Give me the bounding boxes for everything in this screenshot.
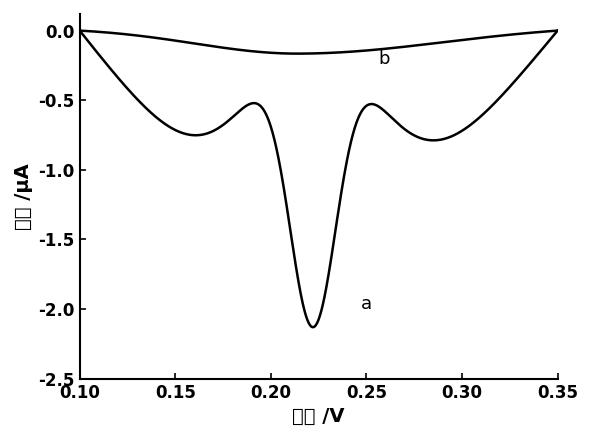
Text: b: b xyxy=(378,50,390,68)
Text: a: a xyxy=(361,295,372,313)
X-axis label: 电位 /V: 电位 /V xyxy=(292,407,345,426)
Y-axis label: 电流 /μA: 电流 /μA xyxy=(14,163,33,230)
